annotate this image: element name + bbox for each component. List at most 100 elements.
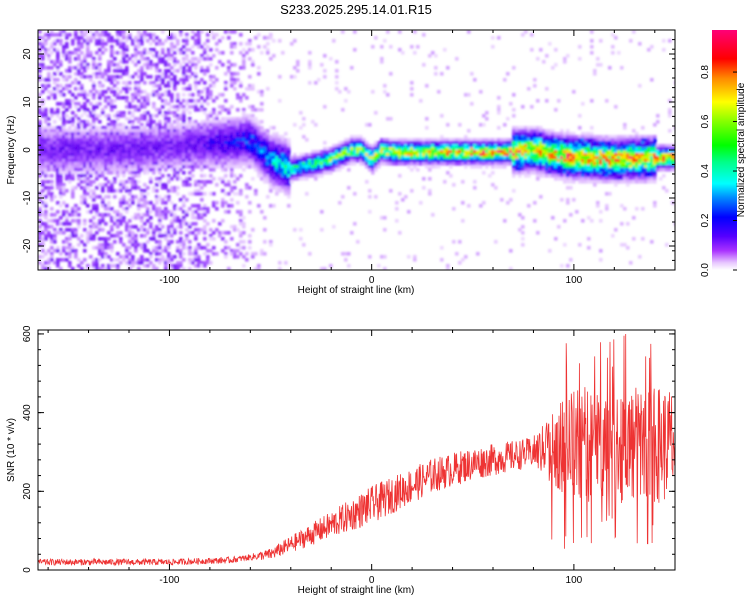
heatmap-cell — [161, 216, 165, 220]
heatmap-cell — [545, 54, 549, 58]
heatmap-cell — [392, 156, 396, 160]
heatmap-cell — [422, 141, 426, 145]
heatmap-cell — [281, 189, 285, 193]
heatmap-cell — [320, 159, 324, 163]
heatmap-cell — [179, 231, 183, 235]
heatmap-cell — [131, 42, 135, 46]
heatmap-cell — [395, 141, 399, 145]
heatmap-cell — [158, 156, 162, 160]
heatmap-cell — [143, 57, 147, 61]
heatmap-cell — [62, 162, 66, 166]
heatmap-cell — [233, 150, 237, 154]
heatmap-cell — [167, 195, 171, 199]
heatmap-cell — [518, 156, 522, 160]
heatmap-cell — [554, 141, 558, 145]
heatmap-cell — [284, 189, 288, 193]
heatmap-cell — [380, 60, 384, 64]
heatmap-cell — [593, 69, 597, 73]
heatmap-cell — [86, 156, 90, 160]
heatmap-cell — [230, 120, 234, 124]
heatmap-cell — [44, 222, 48, 226]
heatmap-cell — [146, 249, 150, 253]
heatmap-cell — [344, 144, 348, 148]
heatmap-cell — [524, 138, 528, 142]
heatmap-cell — [191, 159, 195, 163]
heatmap-cell — [464, 144, 468, 148]
heatmap-cell — [152, 39, 156, 43]
heatmap-cell — [305, 171, 309, 175]
heatmap-cell — [242, 147, 246, 151]
heatmap-cell — [161, 129, 165, 133]
heatmap-cell — [272, 159, 276, 163]
heatmap-cell — [248, 186, 252, 190]
heatmap-cell — [83, 138, 87, 142]
heatmap-cell — [557, 99, 561, 103]
heatmap-cell — [125, 252, 129, 256]
heatmap-cell — [293, 168, 297, 172]
heatmap-cell — [215, 33, 219, 37]
heatmap-cell — [236, 162, 240, 166]
heatmap-cell — [422, 156, 426, 160]
heatmap-cell — [143, 114, 147, 118]
heatmap-cell — [95, 210, 99, 214]
heatmap-cell — [176, 129, 180, 133]
heatmap-cell — [245, 147, 249, 151]
heatmap-cell — [236, 144, 240, 148]
heatmap-cell — [68, 168, 72, 172]
heatmap-cell — [185, 48, 189, 52]
heatmap-cell — [257, 120, 261, 124]
heatmap-cell — [155, 54, 159, 58]
heatmap-cell — [197, 30, 201, 34]
heatmap-cell — [62, 165, 66, 169]
heatmap-cell — [176, 219, 180, 223]
heatmap-cell — [92, 144, 96, 148]
heatmap-cell — [557, 171, 561, 175]
heatmap-cell — [41, 141, 45, 145]
heatmap-cell — [341, 156, 345, 160]
heatmap-cell — [98, 135, 102, 139]
heatmap-cell — [233, 147, 237, 151]
heatmap-cell — [398, 162, 402, 166]
heatmap-cell — [248, 153, 252, 157]
heatmap-cell — [299, 162, 303, 166]
heatmap-cell — [350, 141, 354, 145]
heatmap-cell — [602, 147, 606, 151]
heatmap-cell — [140, 144, 144, 148]
heatmap-cell — [509, 156, 513, 160]
heatmap-cell — [164, 39, 168, 43]
heatmap-cell — [200, 216, 204, 220]
heatmap-cell — [536, 177, 540, 181]
heatmap-cell — [65, 237, 69, 241]
heatmap-cell — [50, 126, 54, 130]
heatmap-cell — [500, 159, 504, 163]
heatmap-cell — [458, 162, 462, 166]
heatmap-cell — [89, 129, 93, 133]
heatmap-cell — [179, 198, 183, 202]
heatmap-cell — [155, 228, 159, 232]
heatmap-cell — [446, 267, 450, 270]
heatmap-cell — [179, 165, 183, 169]
heatmap-cell — [530, 141, 534, 145]
heatmap-cell — [173, 141, 177, 145]
heatmap-cell — [83, 150, 87, 154]
heatmap-cell — [248, 42, 252, 46]
heatmap-cell — [200, 144, 204, 148]
heatmap-cell — [605, 180, 609, 184]
heatmap-cell — [302, 123, 306, 127]
heatmap-cell — [338, 156, 342, 160]
heatmap-cell — [236, 132, 240, 136]
heatmap-cell — [209, 90, 213, 94]
heatmap-cell — [596, 168, 600, 172]
heatmap-cell — [206, 207, 210, 211]
heatmap-cell — [443, 153, 447, 157]
heatmap-cell — [512, 189, 516, 193]
heatmap-cell — [83, 126, 87, 130]
heatmap-cell — [227, 123, 231, 127]
heatmap-cell — [263, 144, 267, 148]
heatmap-cell — [50, 237, 54, 241]
heatmap-cell — [152, 102, 156, 106]
heatmap-cell — [461, 159, 465, 163]
heatmap-cell — [134, 144, 138, 148]
heatmap-cell — [407, 153, 411, 157]
heatmap-cell — [167, 54, 171, 58]
